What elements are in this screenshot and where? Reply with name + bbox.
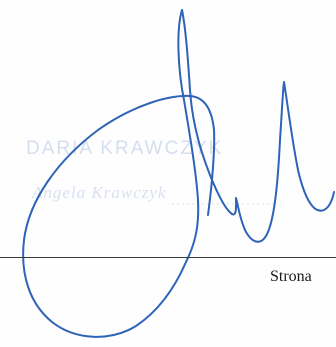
faded-name-stamp: DARIA KRAWCZYK Angela Krawczyk [22, 112, 282, 232]
svg-text:DARIA KRAWCZYK: DARIA KRAWCZYK [26, 138, 223, 159]
signature-stroke-2 [181, 9, 335, 243]
footer-divider [0, 257, 336, 258]
stamp-graphic: DARIA KRAWCZYK Angela Krawczyk [26, 138, 277, 205]
signature-stroke [22, 9, 216, 338]
svg-text:Angela Krawczyk: Angela Krawczyk [31, 183, 166, 202]
page-label: Strona [270, 268, 312, 285]
